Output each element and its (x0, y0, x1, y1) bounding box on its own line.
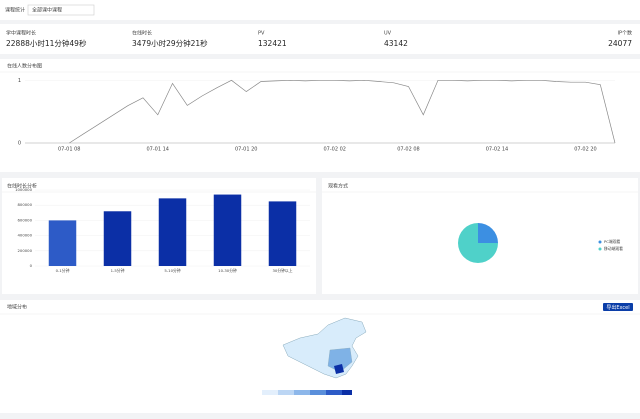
panel-title: 在线人数分布图 (7, 63, 42, 70)
stat-label: IP个数 (618, 30, 633, 37)
button-text: 导出Excel (606, 304, 629, 311)
panel-title: 在线时长分析 (7, 183, 37, 190)
stat-value: 3479小时29分钟21秒 (132, 38, 208, 48)
stat-value: 22888小时11分钟49秒 (6, 38, 87, 48)
panel-title: 地域分布 (7, 304, 27, 311)
course-select[interactable] (27, 4, 95, 16)
x-tick-label: 07-01 08 (58, 147, 80, 153)
panel-title: 观看方式 (328, 183, 348, 190)
line (69, 79, 616, 144)
select-text: 全部课中课程 (32, 7, 62, 14)
x-tick-label: 10-30分钟 (218, 268, 237, 273)
stat-value: 24077 (608, 39, 632, 48)
stat-label: PV (258, 31, 265, 37)
pie-slice (478, 223, 498, 243)
y-tick-label: 0 (30, 263, 33, 268)
stat-value: 132421 (258, 39, 287, 48)
bar (213, 194, 242, 266)
y-tick-label: 400000 (18, 233, 33, 238)
x-tick-label: 07-01 14 (147, 147, 169, 153)
filter-bar (0, 0, 640, 20)
x-tick-label: 0-1分钟 (56, 268, 70, 273)
x-tick-label: 07-02 20 (574, 147, 596, 153)
y-tick-label: 1 (18, 78, 21, 84)
y-tick-label: 200000 (18, 248, 33, 253)
stat-value: 43142 (384, 39, 408, 48)
bar (158, 198, 187, 266)
bar (103, 211, 132, 266)
x-tick-label: 5-10分钟 (164, 268, 180, 273)
stat-label: UV (384, 31, 392, 37)
map-region (334, 364, 344, 374)
stat-label: 在线时长 (132, 30, 152, 37)
stat-label: 学中课程时长 (6, 30, 36, 37)
x-tick-label: 07-02 02 (324, 147, 346, 153)
y-tick-label: 1000000 (15, 187, 32, 192)
x-tick-label: 07-01 20 (235, 147, 257, 153)
legend-swatch (598, 247, 602, 251)
bar (48, 220, 77, 266)
legend-swatch (598, 240, 602, 244)
pie-slice (458, 223, 498, 263)
filter-label: 课程统计 (5, 7, 25, 14)
y-tick-label: 800000 (18, 202, 33, 207)
export-button[interactable] (603, 303, 633, 311)
legend-label: PC端观看 (604, 239, 621, 244)
stats-panel (0, 24, 640, 54)
line-panel (0, 59, 640, 172)
legend-label: 移动端观看 (604, 246, 623, 251)
x-tick-label: 1-5分钟 (111, 268, 125, 273)
y-tick-label: 600000 (18, 217, 33, 222)
x-tick-label: 30分钟以上 (272, 268, 292, 273)
y-tick-label: 0 (18, 141, 21, 147)
x-tick-label: 07-02 08 (397, 147, 419, 153)
x-tick-label: 07-02 14 (486, 147, 508, 153)
bar (268, 201, 297, 266)
visual-map (262, 390, 352, 395)
